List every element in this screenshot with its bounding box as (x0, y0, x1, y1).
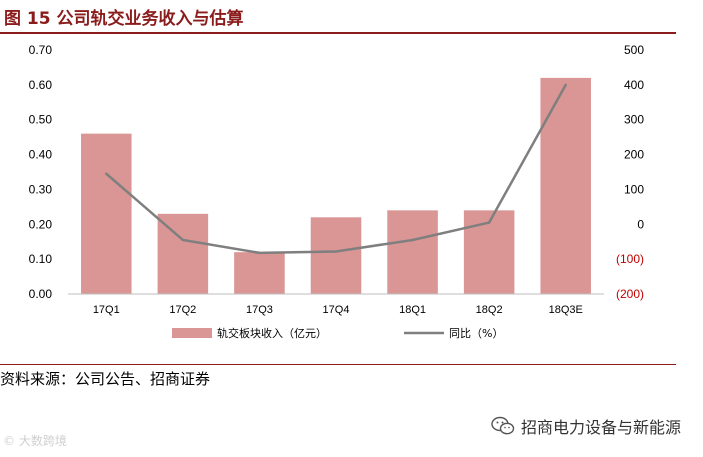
y2-tick-label: 500 (624, 43, 644, 57)
bar (81, 133, 132, 294)
bar (157, 213, 209, 294)
line-point (411, 238, 414, 242)
y-tick-label: 0.70 (29, 43, 53, 57)
y2-tick-label: 100 (624, 182, 644, 196)
x-tick-label: 18Q2 (476, 304, 503, 316)
y-tick-label: 0.40 (29, 148, 53, 162)
y-tick-label: 0.20 (29, 217, 53, 231)
source-note: 资料来源：公司公告、招商证券 (0, 364, 676, 389)
line-point (334, 250, 338, 253)
bar (234, 252, 285, 294)
y-tick-label: 0.30 (29, 182, 53, 196)
x-tick-label: 18Q3E (549, 304, 583, 316)
legend-label-line: 同比（%） (449, 327, 503, 340)
legend-label-bar: 轨交板块收入（亿元） (217, 326, 327, 340)
watermark-left: © 大数跨境 (3, 434, 67, 448)
line-point (487, 221, 491, 224)
x-tick-label: 17Q4 (323, 304, 350, 316)
watermark-right-text: 招商电力设备与新能源 (520, 418, 681, 437)
bar (387, 210, 438, 294)
y-tick-label: 0.60 (29, 78, 53, 92)
x-tick-label: 17Q3 (246, 304, 273, 316)
chart: 0.00 0.10 0.20 0.30 0.40 0.50 0.60 0.70 (200) (10… (29, 43, 645, 340)
legend-swatch-bar (172, 328, 212, 338)
y-tick-label: 0.10 (29, 252, 53, 266)
bar (310, 217, 362, 294)
watermark-right: 招商电力设备与新能源 (491, 414, 681, 438)
x-tick-label: 18Q1 (399, 304, 426, 316)
y2-tick-label: 400 (624, 78, 644, 92)
line-point (564, 83, 567, 87)
y2-tick-label: 200 (624, 148, 644, 162)
x-tick-label: 17Q1 (93, 304, 120, 316)
bar (540, 77, 591, 294)
x-tick-label: 17Q2 (169, 304, 196, 316)
wechat-icon (491, 416, 515, 435)
chart-title: 图 15 公司轨交业务收入与估算 (4, 9, 244, 29)
y-tick-label: 0.50 (29, 113, 53, 127)
y2-tick-label: 300 (624, 113, 644, 127)
title-bar: 图 15 公司轨交业务收入与估算 (0, 0, 676, 34)
y2-tick-label: (200) (616, 287, 644, 301)
bar (463, 210, 515, 294)
line-point (181, 238, 185, 242)
y2-tick-label: 0 (637, 217, 644, 231)
line-point (258, 251, 261, 255)
y2-tick-label: (100) (616, 252, 644, 266)
y-tick-label: 0.00 (29, 287, 53, 301)
line-point (105, 172, 108, 175)
